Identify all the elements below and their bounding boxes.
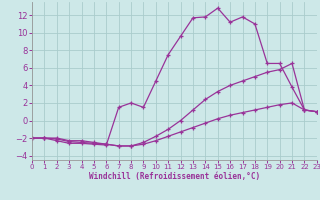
X-axis label: Windchill (Refroidissement éolien,°C): Windchill (Refroidissement éolien,°C): [89, 172, 260, 181]
